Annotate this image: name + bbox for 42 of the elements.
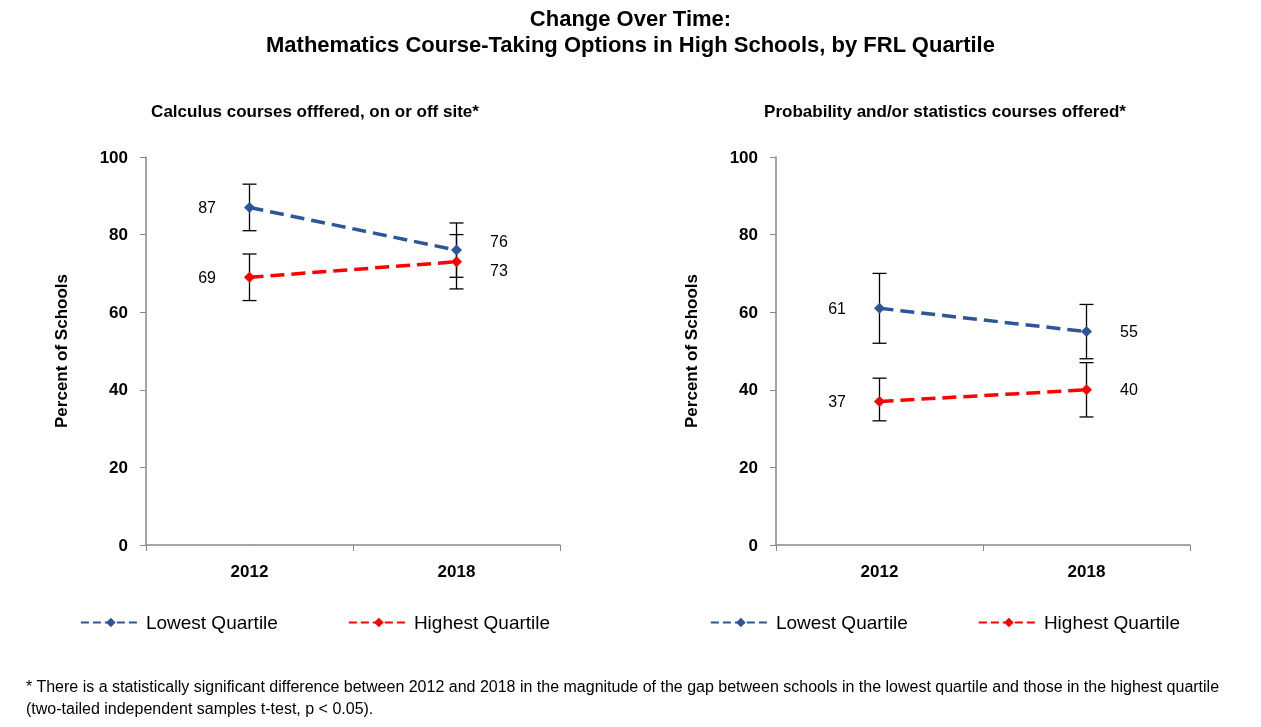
legend-label: Lowest Quartile [145,612,278,633]
y-tick-label: 100 [729,147,758,167]
y-tick-label: 0 [748,535,758,555]
y-axis-title: Percent of Schools [682,274,701,428]
point [1081,384,1092,396]
chart-title: Probability and/or statistics courses offered* [764,102,1127,121]
legend-label: Lowest Quartile [775,612,908,633]
point [451,244,462,256]
y-tick-label: 100 [99,147,128,167]
y-tick-label: 60 [109,302,128,322]
data-label: 55 [1120,323,1138,341]
x-tick-label: 2018 [1067,562,1106,581]
point [244,271,255,283]
point [874,395,885,407]
y-axis-title: Percent of Schools [52,274,71,428]
data-label: 73 [490,262,508,280]
y-tick-label: 0 [118,535,128,555]
x-tick-label: 2018 [437,562,476,581]
text: * There is a statistically significant difference between 2012 and 2018 in the magnitude of the gap between schools in the lowest quartile and those in the highest quartile (two-tailed independent samples t-test, p < 0.05). [26,677,1221,719]
point [874,302,885,314]
y-tick-label: 80 [739,225,758,245]
data-label: 40 [1120,381,1138,399]
legend-label: Highest Quartile [413,612,551,633]
y-tick-label: 20 [739,457,758,477]
data-label: 76 [490,232,508,250]
data-label: 87 [198,198,217,216]
legend-label: Highest Quartile [1043,612,1181,633]
y-tick-label: 20 [109,457,128,477]
y-tick-label: 80 [109,225,128,245]
point [244,201,255,213]
y-tick-label: 40 [739,380,758,400]
x-tick-label: 2012 [860,562,899,581]
y-tick-label: 40 [109,380,128,400]
point [451,256,462,268]
text: Change Over Time: Mathematics Course-Taking Options in High Schools, by FRL Quartile [265,6,996,58]
chart-subtitle: Calculus courses offfered, on or off site* [151,102,480,121]
y-tick-label: 60 [739,302,758,322]
data-label: 61 [828,299,847,317]
point [1081,326,1092,338]
x-tick-label: 2012 [230,562,269,581]
data-label: 69 [198,268,217,286]
data-label: 37 [828,392,847,410]
